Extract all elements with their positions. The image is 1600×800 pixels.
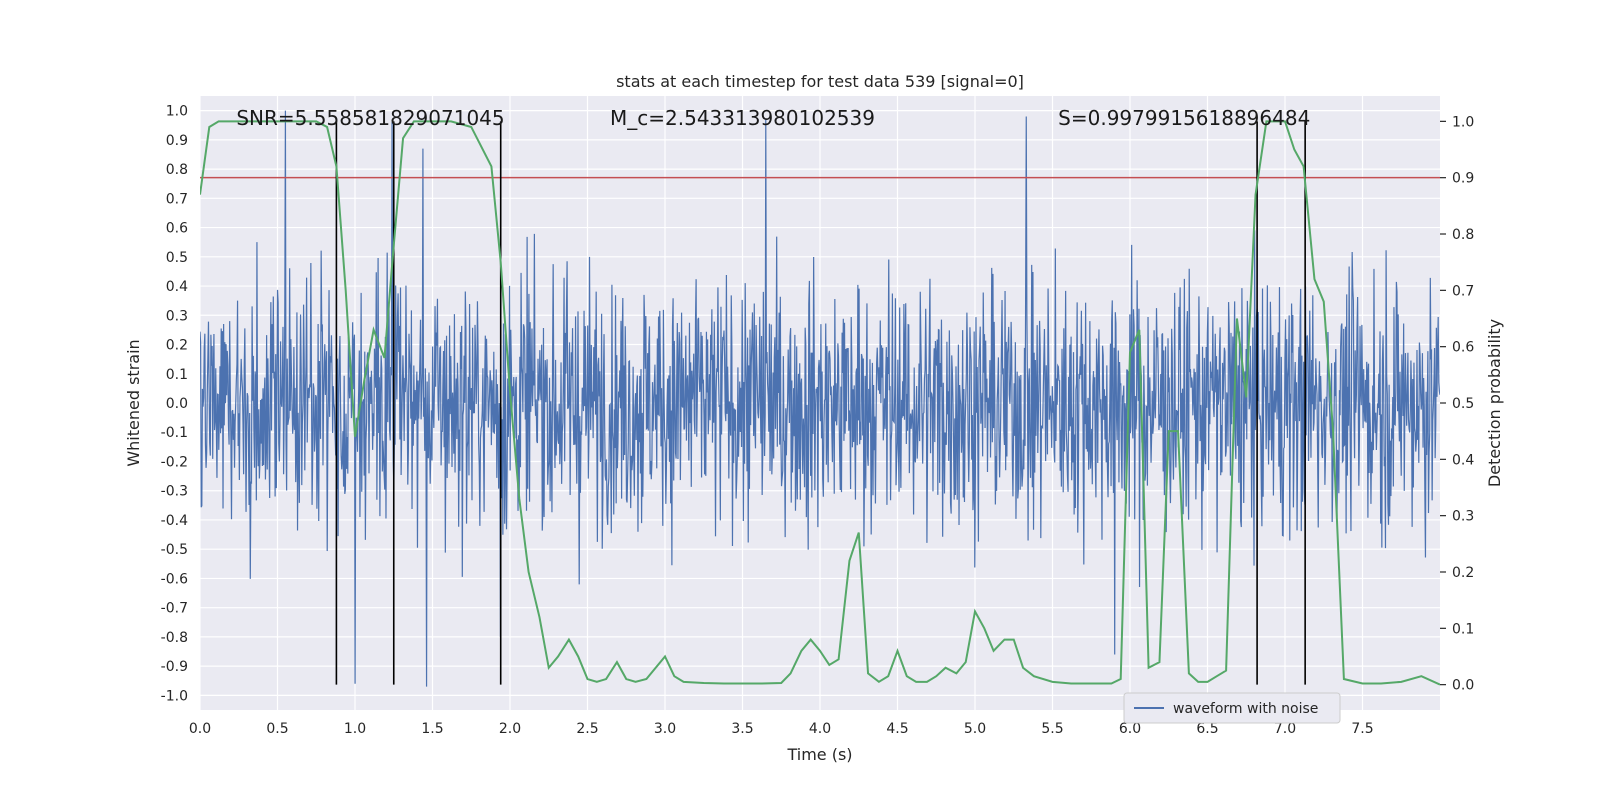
left-y-tick-label: -0.9 (161, 659, 188, 675)
probability-series (200, 120, 1440, 686)
legend: waveform with noise (1123, 692, 1341, 724)
left-y-tick-label: 0.8 (166, 162, 188, 178)
right-y-tick-label: 1.0 (1452, 114, 1474, 130)
right-y-tick-label: 0.1 (1452, 621, 1474, 637)
x-axis-ticks: 0.0 0.5 1.0 1.5 2.0 2.5 3.0 3.5 4.0 4.5 5.0 5.5 6.0 6… (189, 721, 1374, 737)
x-tick-label: 5.0 (964, 721, 986, 737)
x-tick-label: 5.5 (1041, 721, 1063, 737)
probability-line (200, 120, 1440, 686)
right-y-tick-label: 0.2 (1452, 565, 1474, 581)
x-tick-label: 0.0 (189, 721, 211, 737)
left-y-tick-label: 0.4 (166, 279, 188, 295)
x-tick-label: 4.0 (809, 721, 831, 737)
left-y-tick-label: 0.3 (166, 308, 188, 324)
left-y-tick-label: -0.6 (161, 571, 188, 587)
legend-box (1123, 692, 1341, 724)
left-y-tick-label: 0.9 (166, 133, 188, 149)
x-tick-label: 2.0 (499, 721, 521, 737)
x-tick-label: 1.5 (421, 721, 443, 737)
left-y-tick-label: -0.2 (161, 454, 188, 470)
left-y-axis-ticks: -1.0 -0.9 -0.8 -0.7 -0.6 -0.5 -0.4 -0.3 -0.2 -0.1… (161, 104, 188, 705)
x-tick-label: 1.0 (344, 721, 366, 737)
right-y-axis-label: Detection probability (1485, 319, 1504, 487)
x-tick-label: 4.5 (886, 721, 908, 737)
left-y-tick-label: -0.7 (161, 601, 188, 617)
annotations: SNR=5.558581829071045 M_c=2.5433139801025… (236, 106, 1310, 130)
left-y-tick-label: -0.3 (161, 484, 188, 500)
x-tick-label: 3.0 (654, 721, 676, 737)
right-y-tick-label: 0.7 (1452, 283, 1474, 299)
x-tick-label: 6.0 (1119, 721, 1141, 737)
right-y-tick-label: 0.5 (1452, 396, 1474, 412)
left-y-tick-label: -1.0 (161, 688, 188, 704)
vertical-markers (335, 121, 1306, 685)
x-tick-label: 0.5 (266, 721, 288, 737)
right-y-axis-ticks: 0.0 0.1 0.2 0.3 0.4 0.5 0.6 0.7 0.8 0.9 1.0 (1440, 114, 1474, 694)
left-y-tick-label: 0.7 (166, 191, 188, 207)
left-y-tick-label: 0.6 (166, 221, 188, 237)
x-tick-label: 7.0 (1274, 721, 1296, 737)
left-y-tick-label: 1.0 (166, 104, 188, 120)
x-tick-label: 7.5 (1351, 721, 1373, 737)
left-y-tick-label: -0.4 (161, 513, 188, 529)
left-y-axis-label: Whitened strain (124, 339, 143, 466)
left-y-tick-label: 0.1 (166, 367, 188, 383)
left-y-tick-label: 0.0 (166, 396, 188, 412)
right-y-tick-label: 0.0 (1452, 678, 1474, 694)
x-tick-label: 3.5 (731, 721, 753, 737)
left-y-tick-label: -0.8 (161, 630, 188, 646)
right-y-tick-label: 0.6 (1452, 340, 1474, 356)
left-y-tick-label: -0.5 (161, 542, 188, 558)
right-y-tick-label: 0.8 (1452, 227, 1474, 243)
left-y-tick-label: 0.2 (166, 338, 188, 354)
left-y-tick-label: 0.5 (166, 250, 188, 266)
x-tick-label: 2.5 (576, 721, 598, 737)
left-y-tick-label: -0.1 (161, 425, 188, 441)
right-y-tick-label: 0.4 (1452, 452, 1474, 468)
x-tick-label: 6.5 (1196, 721, 1218, 737)
right-y-tick-label: 0.3 (1452, 509, 1474, 525)
annotation-0: SNR=5.558581829071045 (236, 106, 504, 130)
x-axis-label: Time (s) (786, 745, 852, 764)
annotation-2: S=0.9979915618896484 (1058, 106, 1310, 130)
chart-title: stats at each timestep for test data 539… (616, 72, 1024, 91)
annotation-1: M_c=2.543313980102539 (610, 106, 875, 130)
legend-entry-waveform: waveform with noise (1173, 701, 1318, 717)
right-y-tick-label: 0.9 (1452, 171, 1474, 187)
